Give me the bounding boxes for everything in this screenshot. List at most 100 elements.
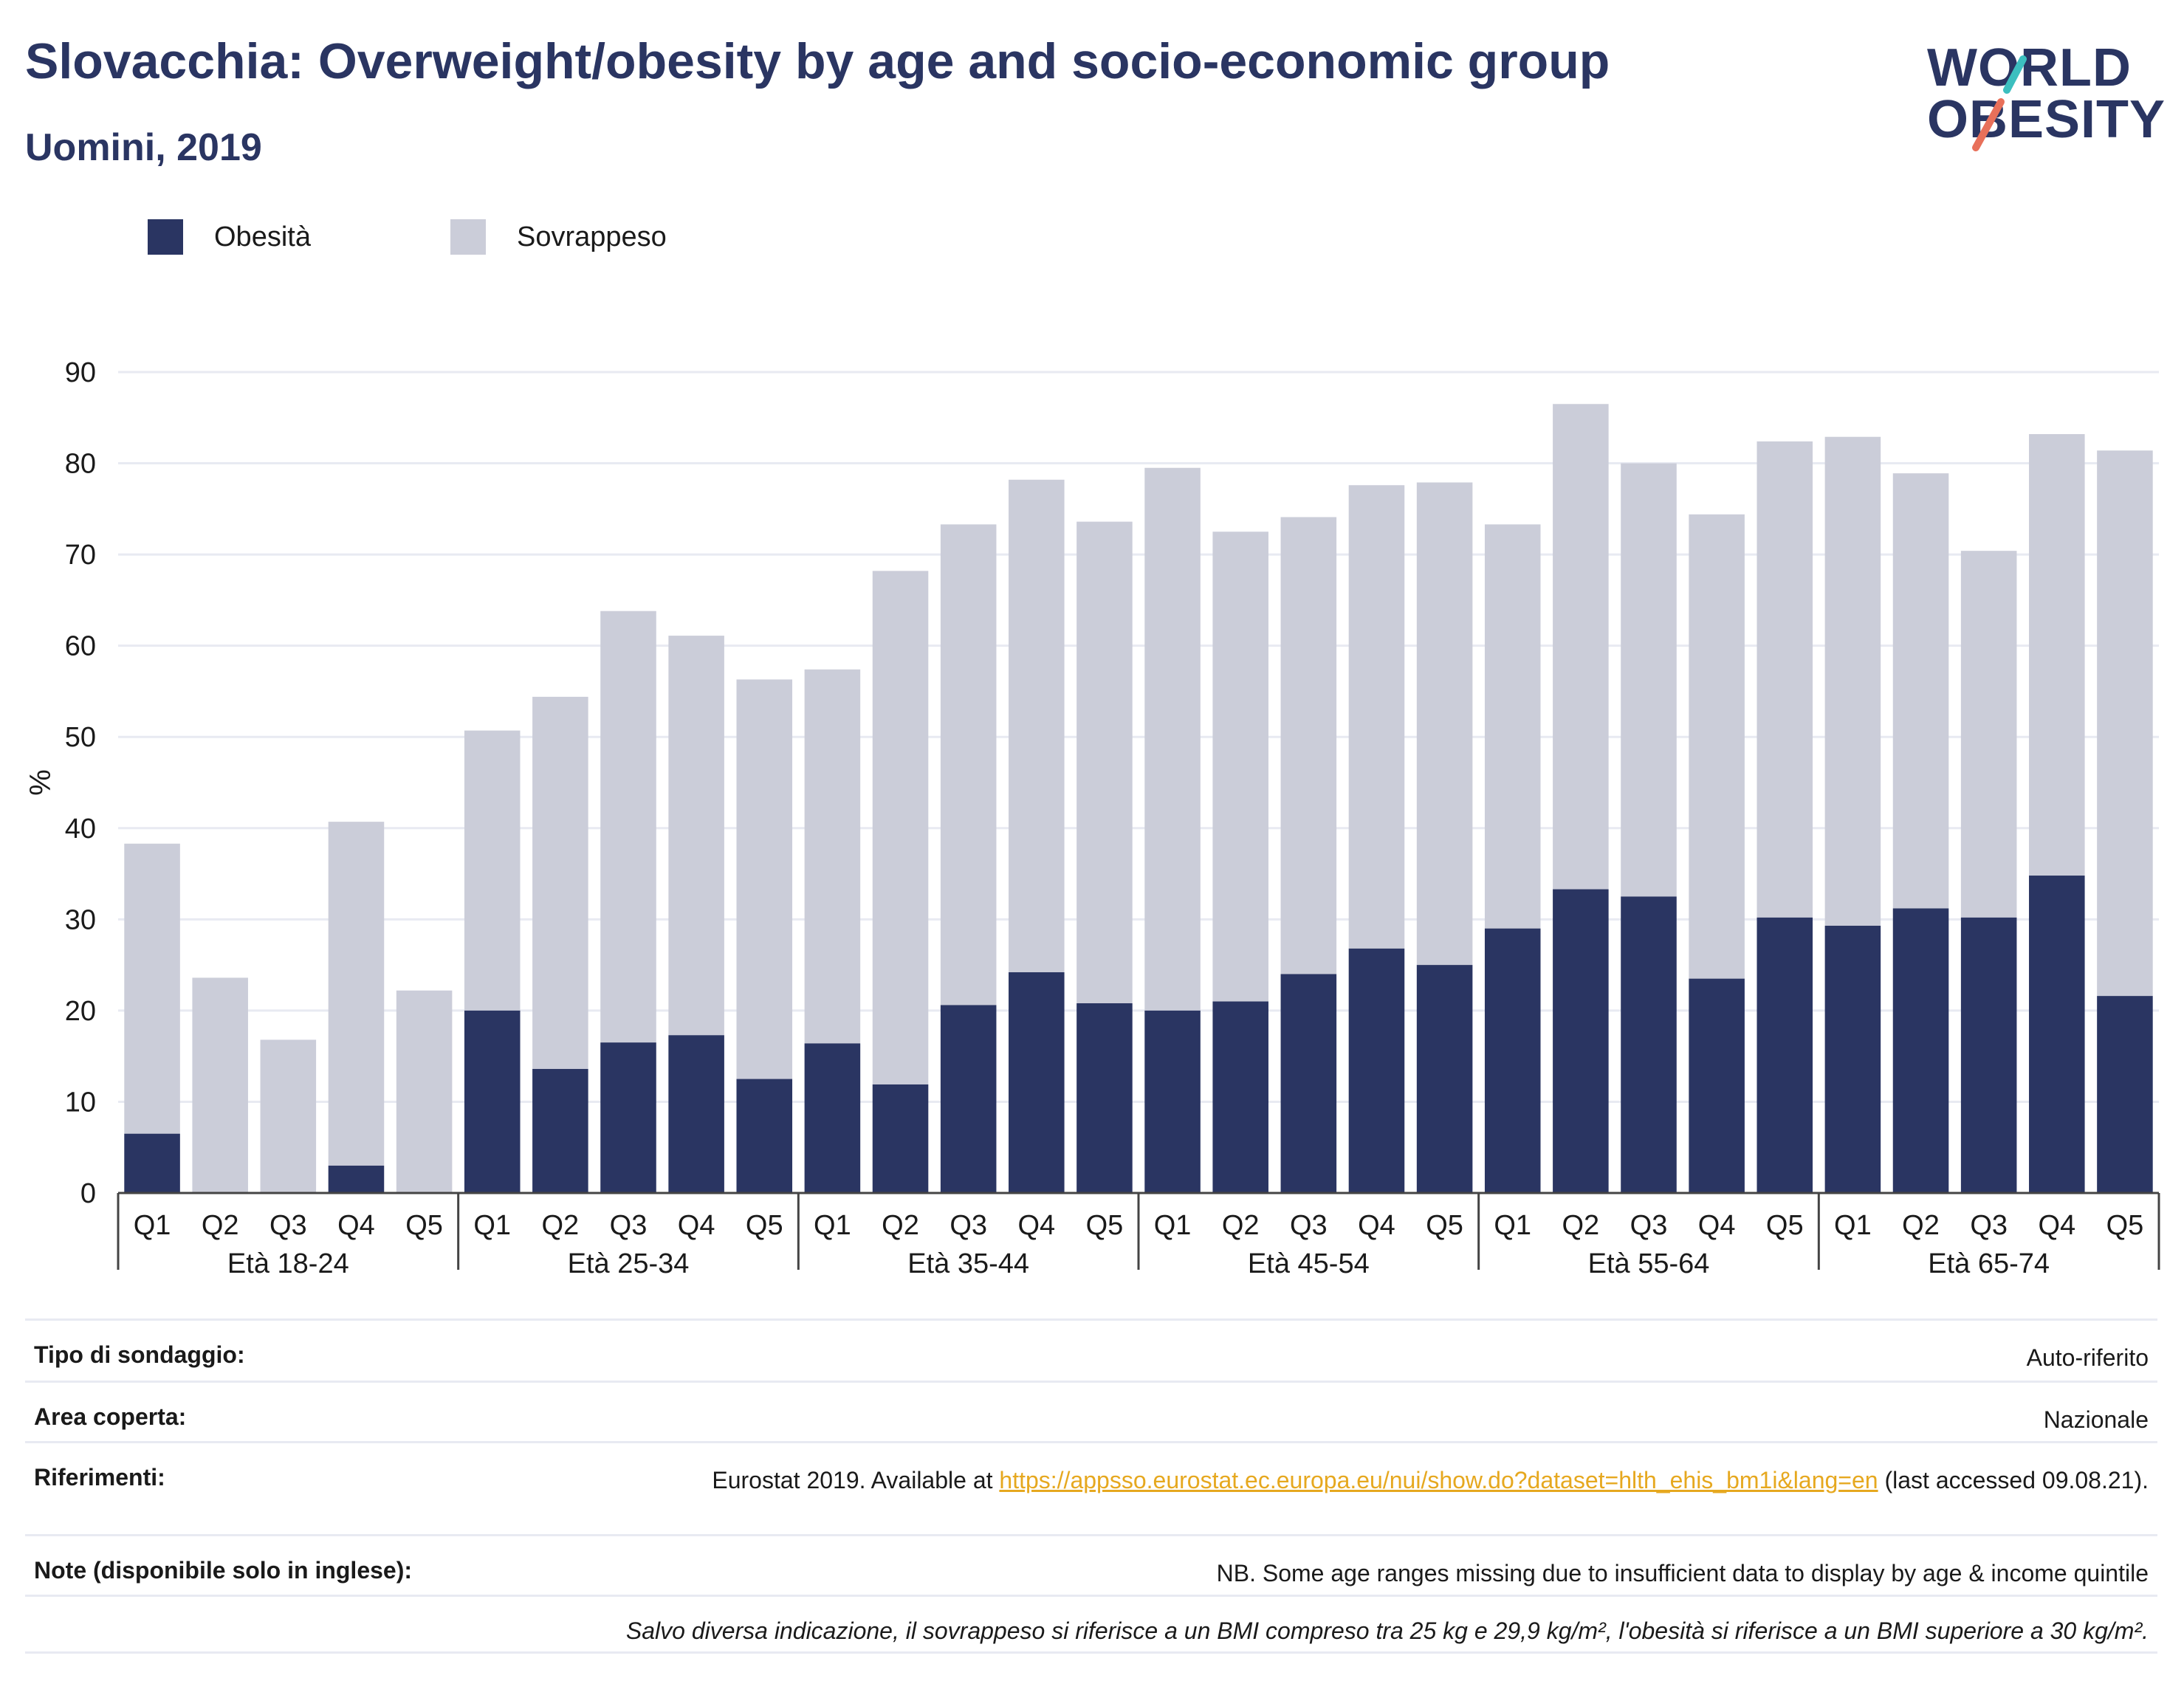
y-axis-label: %	[24, 769, 57, 796]
y-tick-label: 0	[80, 1178, 96, 1209]
x-tick-label: Q5	[746, 1210, 783, 1241]
x-tick-label: Q3	[950, 1210, 987, 1241]
info-key: Area coperta:	[34, 1403, 187, 1430]
bar-obesity	[804, 1043, 861, 1193]
info-row-notes: Note (disponibile solo in inglese): NB. …	[25, 1534, 2157, 1595]
bar-overweight	[940, 524, 997, 1005]
info-row-references: Riferimenti: Eurostat 2019. Available at…	[25, 1441, 2157, 1534]
y-tick-label: 20	[65, 996, 96, 1027]
info-value: NB. Some age ranges missing due to insuf…	[1216, 1560, 2149, 1586]
y-tick-label: 70	[65, 540, 96, 571]
bar-obesity	[1553, 889, 1609, 1193]
bar-overweight	[464, 730, 521, 1011]
info-row-area: Area coperta: Nazionale	[25, 1381, 2157, 1441]
group-label: Età 25-34	[568, 1248, 690, 1279]
bar-overweight	[260, 1039, 317, 1193]
bar-obesity	[1621, 896, 1677, 1193]
logo-slash-icon	[1972, 55, 2027, 151]
bar-overweight	[1824, 436, 1881, 926]
x-tick-label: Q1	[134, 1210, 171, 1241]
bar-overweight	[804, 669, 861, 1044]
bar-overweight	[1484, 524, 1541, 929]
bar-obesity	[2029, 876, 2085, 1193]
info-row-survey-type: Tipo di sondaggio: Auto-riferito	[25, 1318, 2157, 1381]
bar-overweight	[1960, 551, 2017, 918]
bar-obesity	[464, 1010, 521, 1193]
legend-label-obesity: Obesità	[214, 221, 311, 252]
x-tick-label: Q5	[1766, 1210, 1804, 1241]
bar-overweight	[1348, 485, 1405, 949]
reference-link[interactable]: https://appsso.eurostat.ec.europa.eu/nui…	[999, 1467, 1878, 1493]
x-tick-label: Q5	[1086, 1210, 1124, 1241]
bar-overweight	[1009, 479, 1065, 972]
group-label: Età 65-74	[1928, 1248, 2050, 1279]
info-value: Eurostat 2019. Available at https://apps…	[712, 1464, 2149, 1496]
y-tick-label: 60	[65, 631, 96, 662]
bar-obesity	[1416, 965, 1473, 1193]
x-tick-label: Q4	[1698, 1210, 1736, 1241]
info-table: Tipo di sondaggio: Auto-riferito Area co…	[25, 1318, 2157, 1654]
logo-line2: OBESITY	[1927, 90, 2166, 149]
x-tick-label: Q4	[1358, 1210, 1395, 1241]
info-key: Riferimenti:	[34, 1464, 165, 1491]
bar-overweight	[1416, 482, 1473, 966]
bar-overweight	[1076, 521, 1133, 1004]
bar-obesity	[872, 1084, 929, 1193]
x-tick-label: Q5	[405, 1210, 443, 1241]
bar-overweight	[1689, 514, 1745, 979]
x-tick-label: Q1	[1154, 1210, 1192, 1241]
bar-overweight	[396, 990, 453, 1193]
bar-obesity	[940, 1005, 997, 1193]
x-tick-label: Q2	[1222, 1210, 1260, 1241]
y-tick-label: 30	[65, 904, 96, 935]
bar-obesity	[1484, 928, 1541, 1193]
x-tick-label: Q2	[1562, 1210, 1600, 1241]
legend-label-overweight: Sovrappeso	[517, 221, 667, 252]
bar-chart: 0 10 20 30 40 50 60 70 80 90% Q1 Q2 Q3 Q4 Q5 Q1 Q2 Q3 Q4 Q5…	[24, 357, 2160, 1279]
bar-obesity	[1824, 925, 1881, 1193]
bar-obesity	[2097, 996, 2153, 1193]
x-tick-label: Q5	[2106, 1210, 2144, 1241]
bar-obesity	[736, 1079, 793, 1193]
legend-swatch-overweight	[450, 219, 486, 255]
bar-obesity	[328, 1165, 385, 1193]
x-tick-label: Q4	[2038, 1210, 2075, 1241]
bar-overweight	[1892, 473, 1949, 909]
chart-subtitle: Uomini, 2019	[25, 126, 262, 169]
bar-obesity	[1892, 908, 1949, 1193]
x-tick-label: Q2	[1902, 1210, 1940, 1241]
bar-overweight	[1553, 404, 1609, 890]
bar-obesity	[1689, 978, 1745, 1193]
bar-obesity	[1144, 1010, 1201, 1193]
info-key: Note (disponibile solo in inglese):	[34, 1557, 413, 1584]
bar-overweight	[1757, 441, 1813, 918]
reference-prefix: Eurostat 2019. Available at	[712, 1467, 993, 1493]
x-tick-label: Q1	[473, 1210, 511, 1241]
legend-swatch-obesity	[148, 219, 183, 255]
bar-overweight	[124, 843, 180, 1134]
world-obesity-logo: WORLD OBESITY	[1927, 37, 2171, 155]
x-tick-label: Q2	[542, 1210, 580, 1241]
y-tick-label: 50	[65, 722, 96, 753]
bar-obesity	[1280, 974, 1337, 1193]
bar-overweight	[2029, 434, 2085, 876]
group-label: Età 35-44	[907, 1248, 1029, 1279]
bar-overweight	[736, 679, 793, 1079]
bar-obesity	[1009, 972, 1065, 1193]
bar-obesity	[668, 1035, 724, 1193]
bar-overweight	[2097, 450, 2153, 997]
footnote: Salvo diversa indicazione, il sovrappeso…	[25, 1595, 2157, 1654]
bar-obesity	[124, 1133, 180, 1193]
bar-overweight	[668, 636, 724, 1036]
x-tick-label: Q3	[1970, 1210, 2008, 1241]
y-tick-label: 80	[65, 449, 96, 480]
bar-obesity	[1212, 1001, 1268, 1193]
x-tick-label: Q4	[678, 1210, 715, 1241]
group-label: Età 55-64	[1588, 1248, 1710, 1279]
logo-line1: WORLD	[1927, 38, 2132, 97]
x-tick-label: Q3	[269, 1210, 307, 1241]
bar-overweight	[1621, 463, 1677, 897]
bar-overweight	[600, 611, 656, 1043]
reference-suffix: (last accessed 09.08.21).	[1884, 1467, 2149, 1493]
bar-overweight	[1280, 517, 1337, 974]
